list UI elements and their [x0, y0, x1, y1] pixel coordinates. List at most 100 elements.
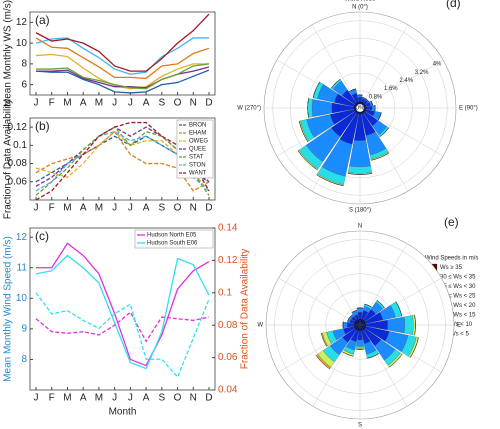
y-tick-label: 10: [16, 38, 28, 49]
y2-tick-label: 0.08: [218, 320, 238, 331]
series-line: [35, 69, 210, 94]
legend-label: Hudson North E05: [147, 233, 197, 239]
rose-title: Wind Rose: [345, 0, 377, 3]
x-tick-label: O: [174, 203, 182, 214]
x-tick-label: M: [63, 203, 71, 214]
series-line: [35, 37, 210, 80]
y2-tick-label: 0.14: [218, 223, 238, 234]
plot-frame: [29, 11, 216, 96]
rose-segment: [348, 165, 372, 174]
rose-segment: [312, 81, 320, 99]
x-tick-label: A: [80, 98, 87, 109]
spoke: [312, 243, 361, 326]
rose-segment: [342, 321, 348, 329]
spoke: [359, 59, 444, 109]
x-tick-label: J: [128, 98, 133, 109]
y-axis-label: Mean Monthly Wind Speed (m/s): [3, 236, 14, 382]
x-tick-label: O: [174, 98, 182, 109]
x-tick-label: J: [112, 203, 117, 214]
rose-segment: [357, 96, 363, 102]
y-tick-label: 9: [21, 324, 27, 335]
rose-segment: [366, 98, 370, 102]
ring: [289, 37, 431, 179]
y-tick-label: 6: [21, 79, 27, 90]
ring: [291, 256, 429, 394]
rose-segment: [321, 333, 327, 347]
legend-label: 0 ≤ Ws < 5: [440, 332, 469, 338]
direction-label: N: [358, 224, 362, 230]
x-tick-label: D: [205, 98, 212, 109]
center-label: 0%: [356, 106, 365, 112]
series-line: [35, 13, 210, 72]
legend-title: Wind Speeds in m/s: [425, 256, 478, 262]
x-tick-label: S: [158, 203, 165, 214]
panel-label: (a): [35, 13, 50, 27]
ring-label: 4%: [433, 62, 442, 68]
x-tick-label: M: [63, 98, 71, 109]
direction-label: E (90°): [459, 106, 478, 112]
x-tick-label: F: [49, 203, 55, 214]
x-tick-label: J: [34, 393, 39, 404]
rose-segment: [370, 100, 373, 106]
x-tick-label: J: [34, 98, 39, 109]
x-tick-label: D: [205, 393, 212, 404]
legend-label: Hudson South E06: [147, 241, 198, 247]
panel-label: (e): [444, 215, 459, 229]
x-tick-label: M: [95, 98, 103, 109]
rose-segment: [349, 314, 353, 318]
x-tick-label: J: [128, 203, 133, 214]
series-line: [35, 130, 210, 192]
ring-label: 0.8%: [369, 94, 383, 100]
x-tick-label: A: [80, 203, 87, 214]
x-tick-label: J: [112, 393, 117, 404]
ring-label: 2.4%: [399, 78, 413, 84]
legend-label: WANT: [189, 171, 207, 177]
x-tick-label: F: [49, 393, 55, 404]
series-line: [35, 292, 210, 379]
y-tick-label: 0.12: [8, 122, 28, 133]
panel-label: (c): [35, 229, 49, 243]
rose-segment: [378, 112, 382, 120]
rose-segment: [356, 307, 364, 313]
direction-label: E: [457, 323, 461, 329]
plot-frame: [29, 117, 216, 201]
x-tick-label: A: [143, 393, 150, 404]
x-tick-label: N: [190, 203, 197, 214]
rose-segment: [351, 310, 357, 313]
y-tick-label: 8: [21, 59, 27, 70]
legend-label: STAT: [189, 155, 204, 161]
direction-label: N (0°): [352, 5, 368, 11]
legend-label: Ws ≥ 35: [440, 265, 463, 271]
y-tick-label: 12: [16, 232, 28, 243]
x-tick-label: S: [158, 393, 165, 404]
ring: [272, 20, 448, 196]
x-tick-label: N: [190, 393, 197, 404]
x-axis-label: Month: [109, 407, 137, 418]
panel-label: (d): [446, 0, 461, 10]
ring: [274, 239, 446, 411]
legend-label: STON: [189, 163, 206, 169]
rose-segment: [357, 94, 363, 98]
y-tick-label: 0.1: [13, 140, 27, 151]
rose-segment: [355, 345, 365, 349]
x-tick-label: M: [95, 393, 103, 404]
legend-label: 15 ≤ Ws < 20: [440, 303, 476, 309]
y2-tick-label: 0.1: [218, 287, 232, 298]
center-disc: [356, 104, 364, 112]
y-tick-label: 0.08: [8, 158, 28, 169]
legend-label: BRON: [189, 123, 206, 129]
series-line: [35, 37, 209, 75]
y-axis-label: Mean Monthly WS (m/s): [3, 0, 14, 107]
series-line: [35, 311, 210, 343]
direction-label: S: [358, 423, 362, 429]
x-tick-label: M: [95, 203, 103, 214]
rose-segment: [307, 98, 313, 118]
legend-label: 5 ≤ Ws < 10: [440, 322, 473, 328]
direction-label: W: [257, 323, 263, 329]
x-tick-label: S: [158, 98, 165, 109]
series-line: [36, 63, 210, 90]
panel-label: (b): [35, 119, 50, 133]
legend-label: 30 ≤ Ws < 35: [440, 275, 476, 281]
plot-frame: [29, 227, 216, 391]
